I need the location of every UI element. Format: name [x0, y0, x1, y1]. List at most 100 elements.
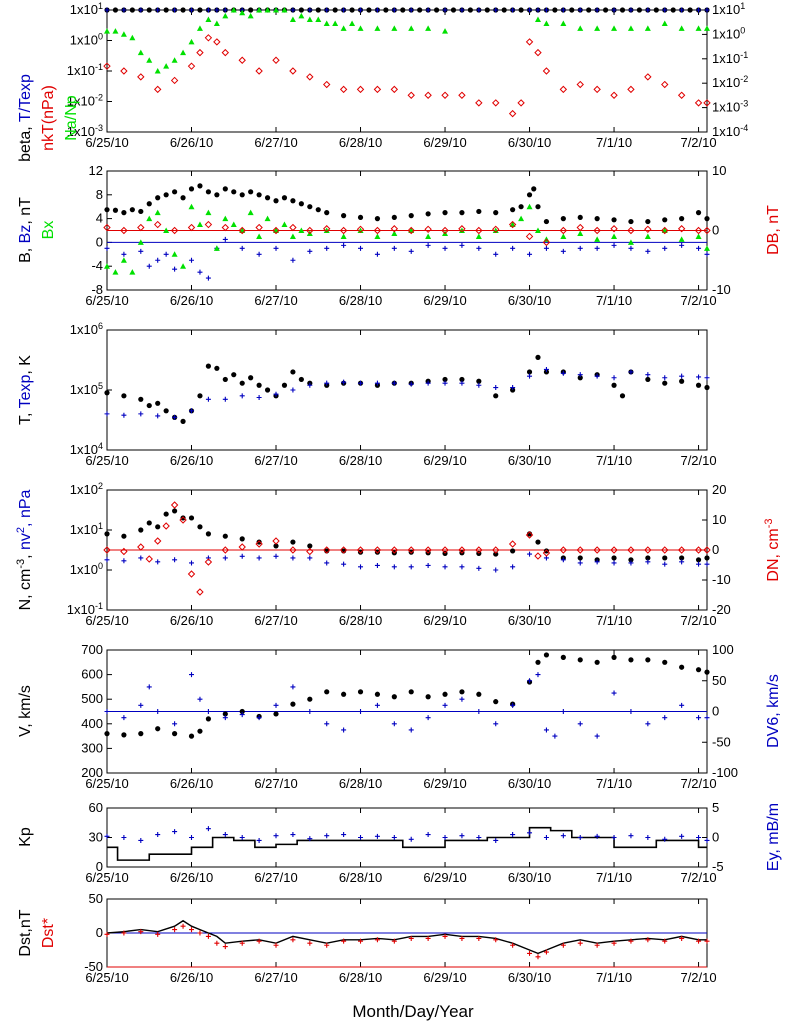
data-point [526, 203, 533, 210]
data-point [238, 226, 246, 235]
data-point [323, 225, 331, 233]
data-point [662, 715, 668, 721]
data-point [221, 48, 230, 57]
data-point [120, 226, 128, 235]
x-tick-label: 6/30/10 [508, 613, 551, 628]
data-point [661, 80, 669, 89]
data-point [628, 7, 634, 13]
y-tick-label: 1x105 [70, 381, 103, 397]
data-point [458, 225, 466, 233]
data-point [577, 555, 583, 561]
data-point [104, 245, 110, 251]
data-point [493, 385, 499, 391]
data-point [172, 927, 178, 933]
data-point [358, 380, 364, 386]
y-tick-label: 1x106 [70, 321, 103, 337]
data-point [695, 382, 702, 388]
data-point [239, 940, 245, 946]
data-point [577, 560, 583, 566]
data-point [298, 376, 304, 383]
x-tick-label: 6/26/10 [170, 135, 213, 150]
data-point [155, 931, 161, 937]
data-point [205, 555, 211, 561]
data-point [256, 382, 262, 388]
x-tick-label: 6/26/10 [170, 293, 213, 308]
data-point [645, 937, 651, 943]
data-point [407, 546, 415, 554]
x-tick-label: 6/30/10 [508, 776, 551, 791]
data-point [374, 251, 380, 257]
data-point [704, 375, 710, 381]
x-tick-label: 6/25/10 [85, 293, 128, 308]
data-point [222, 944, 228, 950]
data-point [586, 7, 592, 13]
x-tick-label: 7/2/10 [680, 453, 716, 468]
data-point [356, 85, 365, 94]
data-point [248, 189, 254, 195]
data-point [289, 546, 297, 554]
data-point [273, 833, 279, 839]
data-point [535, 539, 541, 545]
data-point [560, 942, 566, 948]
x-tick-label: 6/27/10 [254, 870, 297, 885]
data-point [138, 396, 144, 402]
data-point [146, 520, 152, 526]
data-point [197, 269, 203, 275]
x-tick-label: 6/25/10 [85, 970, 128, 985]
x-tick-label: 7/2/10 [680, 135, 716, 150]
data-point [289, 67, 297, 75]
data-point [315, 16, 322, 22]
data-point [425, 694, 431, 700]
data-point [222, 12, 229, 19]
data-point [594, 659, 600, 665]
data-point [442, 835, 448, 840]
data-point [543, 652, 550, 658]
data-point [704, 384, 710, 391]
data-point [323, 546, 331, 554]
data-point [120, 31, 127, 37]
data-point [187, 62, 196, 70]
data-point [611, 233, 618, 239]
x-tick-label: 6/28/10 [339, 613, 382, 628]
data-point [662, 7, 668, 13]
data-point [374, 937, 380, 943]
data-point [425, 233, 432, 239]
data-point [611, 217, 617, 223]
data-point [577, 214, 583, 221]
data-point [696, 938, 702, 944]
data-point [493, 699, 499, 705]
data-point [526, 369, 533, 375]
data-point [112, 269, 119, 275]
x-tick-label: 6/28/10 [339, 453, 382, 468]
data-point [222, 715, 228, 721]
data-point [138, 248, 144, 254]
data-point [137, 543, 145, 551]
data-point [425, 7, 431, 13]
y-tick-label: 0 [96, 234, 103, 249]
y-tick-label-right: -20 [712, 602, 731, 617]
data-point [535, 672, 541, 678]
data-point [408, 727, 414, 733]
y-tick-label: -4 [91, 258, 103, 273]
y-axis-label-right: DV6, km/s [765, 674, 782, 748]
data-point [373, 85, 382, 94]
data-point [214, 192, 220, 198]
data-point [358, 938, 364, 944]
data-point [273, 391, 279, 397]
data-point [560, 248, 566, 254]
data-point [323, 227, 330, 233]
y-tick-label: -8 [91, 282, 103, 297]
data-point [104, 263, 110, 269]
data-point [138, 411, 144, 417]
data-point [560, 370, 566, 376]
data-point [104, 390, 110, 396]
data-point [594, 559, 600, 565]
y-tick-label-right: -5 [712, 859, 724, 874]
data-point [610, 546, 618, 554]
data-point [155, 709, 161, 714]
data-point [518, 7, 524, 13]
data-point [645, 657, 651, 663]
x-tick-label: 6/26/10 [170, 613, 213, 628]
data-point [104, 411, 110, 417]
data-point [145, 555, 153, 563]
